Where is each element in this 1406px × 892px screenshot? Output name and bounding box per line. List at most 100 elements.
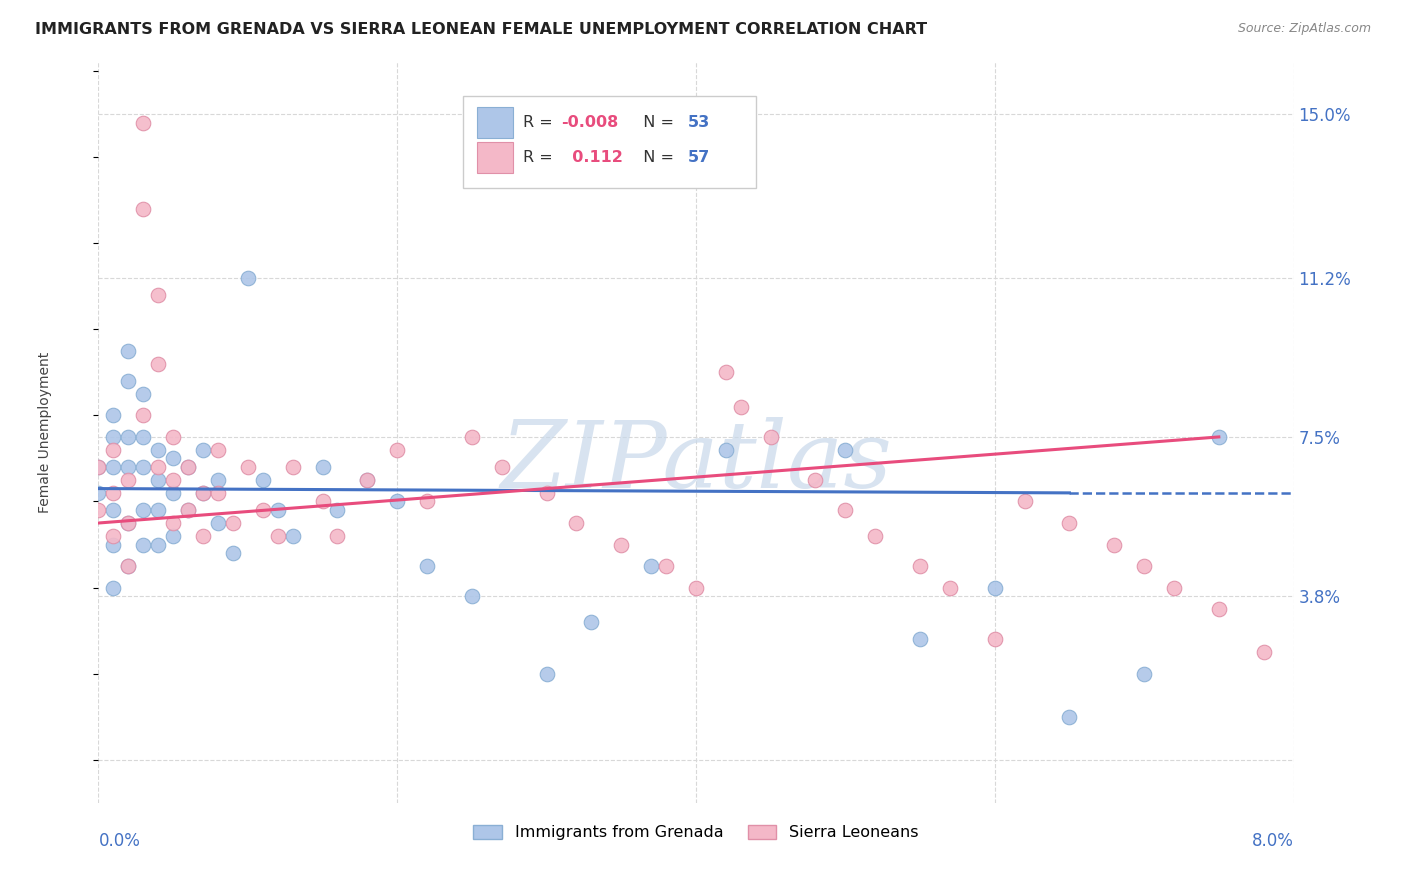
Point — [191, 442, 214, 457]
Point — [640, 559, 662, 574]
Point — [267, 503, 290, 517]
Point — [236, 460, 259, 475]
Point — [177, 460, 200, 475]
Point — [536, 486, 558, 500]
Point — [252, 503, 274, 517]
Point — [132, 116, 155, 130]
Point — [191, 529, 214, 543]
Point — [103, 460, 125, 475]
Point — [1208, 430, 1230, 444]
Text: 8.0%: 8.0% — [1251, 832, 1294, 850]
Point — [565, 516, 588, 530]
Point — [162, 529, 184, 543]
Point — [416, 559, 439, 574]
Text: Female Unemployment: Female Unemployment — [38, 352, 52, 513]
Point — [834, 503, 856, 517]
Point — [207, 473, 229, 487]
Point — [117, 516, 139, 530]
Point — [385, 494, 409, 508]
Text: N =: N = — [633, 115, 679, 130]
Point — [117, 374, 139, 388]
Point — [610, 537, 633, 551]
Point — [281, 529, 304, 543]
Text: N =: N = — [633, 151, 679, 165]
Point — [117, 430, 139, 444]
Point — [132, 202, 155, 216]
Point — [117, 343, 139, 358]
Point — [356, 473, 378, 487]
Point — [581, 615, 603, 629]
Point — [908, 632, 931, 647]
Text: 53: 53 — [688, 115, 710, 130]
Point — [103, 529, 125, 543]
Point — [132, 503, 155, 517]
Point — [148, 460, 170, 475]
Point — [103, 537, 125, 551]
Bar — [477, 107, 513, 138]
Text: R =: R = — [523, 151, 558, 165]
Point — [326, 503, 349, 517]
Point — [939, 581, 962, 595]
Point — [311, 460, 333, 475]
Point — [103, 442, 125, 457]
Point — [162, 516, 184, 530]
Point — [1208, 602, 1230, 616]
Point — [222, 546, 245, 560]
Point — [103, 486, 125, 500]
Point — [191, 486, 214, 500]
Point — [236, 270, 259, 285]
Point — [865, 529, 887, 543]
Point — [148, 442, 170, 457]
Point — [461, 430, 484, 444]
Point — [222, 516, 245, 530]
Point — [1104, 537, 1126, 551]
Point — [207, 486, 229, 500]
Point — [177, 460, 200, 475]
Point — [714, 442, 737, 457]
Point — [984, 581, 1007, 595]
Point — [1059, 709, 1081, 723]
Point — [162, 473, 184, 487]
Point — [311, 494, 333, 508]
Point — [1253, 645, 1275, 659]
Point — [685, 581, 707, 595]
Point — [103, 503, 125, 517]
Point — [132, 537, 155, 551]
Point — [252, 473, 274, 487]
Point — [714, 365, 737, 379]
Point — [87, 486, 110, 500]
Point — [87, 460, 110, 475]
Point — [207, 442, 229, 457]
Point — [834, 442, 856, 457]
Point — [177, 503, 200, 517]
Point — [191, 486, 214, 500]
Point — [267, 529, 290, 543]
Point — [281, 460, 304, 475]
Text: 57: 57 — [688, 151, 710, 165]
Point — [461, 589, 484, 603]
Point — [148, 473, 170, 487]
Point — [759, 430, 782, 444]
Point — [132, 387, 155, 401]
Point — [804, 473, 827, 487]
Point — [984, 632, 1007, 647]
Point — [356, 473, 378, 487]
Text: R =: R = — [523, 115, 558, 130]
Point — [103, 409, 125, 423]
Point — [385, 442, 409, 457]
Point — [103, 430, 125, 444]
Point — [491, 460, 513, 475]
Point — [148, 288, 170, 302]
Point — [162, 486, 184, 500]
Text: -0.008: -0.008 — [561, 115, 619, 130]
FancyBboxPatch shape — [463, 95, 756, 188]
Point — [117, 559, 139, 574]
Point — [148, 357, 170, 371]
Point — [655, 559, 678, 574]
Legend: Immigrants from Grenada, Sierra Leoneans: Immigrants from Grenada, Sierra Leoneans — [467, 818, 925, 847]
Point — [1059, 516, 1081, 530]
Point — [87, 460, 110, 475]
Text: ZIPatlas: ZIPatlas — [501, 417, 891, 508]
Text: Source: ZipAtlas.com: Source: ZipAtlas.com — [1237, 22, 1371, 36]
Text: IMMIGRANTS FROM GRENADA VS SIERRA LEONEAN FEMALE UNEMPLOYMENT CORRELATION CHART: IMMIGRANTS FROM GRENADA VS SIERRA LEONEA… — [35, 22, 928, 37]
